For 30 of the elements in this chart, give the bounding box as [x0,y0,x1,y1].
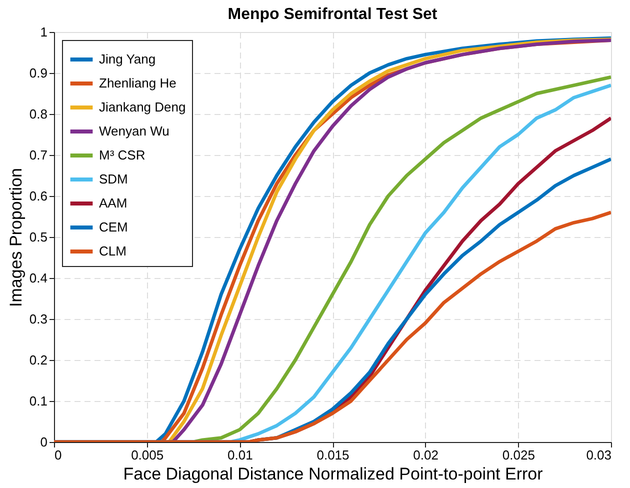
x-tick-label: 0.015 [316,448,350,462]
legend-label: CEM [99,220,128,234]
y-tick-label: 0.9 [29,66,48,80]
legend-label: SDM [99,172,128,186]
legend-label: CLM [99,244,126,258]
legend-label: Wenyan Wu [99,124,170,138]
x-tick-label: 0.02 [413,448,438,462]
y-tick-label: 0 [40,434,48,450]
legend-label: Jiankang Deng [99,100,186,114]
legend-label: M³ CSR [99,148,146,162]
y-tick-label: 0.2 [29,352,48,368]
y-tick-label: 0.1 [29,394,48,408]
y-tick-label: 0.8 [29,106,48,122]
y-tick-label: 0.4 [29,270,48,286]
y-axis-title: Images Proportion [6,168,26,307]
legend-label: Zhenliang He [99,76,176,90]
x-tick-label: 0 [54,448,62,462]
y-tick-label: 0.7 [29,148,48,162]
x-tick-label: 0.005 [131,448,164,462]
legend-label: AAM [99,196,128,210]
y-tick-label: 0.6 [29,188,48,204]
y-tick-label: 0.3 [29,312,48,326]
x-tick-label: 0.025 [502,448,535,462]
legend-label: Jing Yang [99,52,156,66]
y-tick-label: 0.5 [29,230,48,244]
x-tick-label: 0.01 [228,448,253,462]
x-tick-label: 0.03 [586,448,612,462]
x-axis-title: Face Diagonal Distance Normalized Point-to-point Error [123,464,544,484]
y-tick-label: 1 [40,24,48,40]
chart-title: Menpo Semifrontal Test Set [228,6,438,23]
